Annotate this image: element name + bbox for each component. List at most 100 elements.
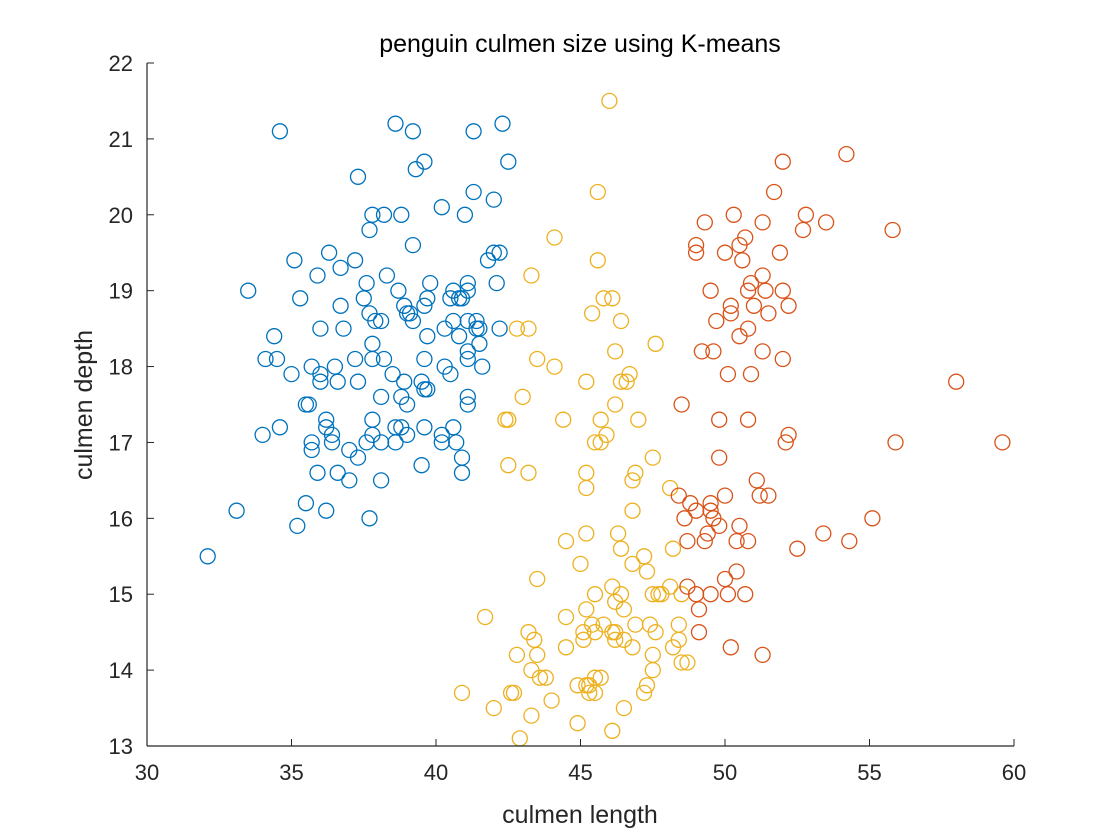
data-point <box>751 487 768 504</box>
data-point <box>994 434 1011 451</box>
data-point <box>375 206 393 223</box>
data-point <box>887 434 904 451</box>
data-point <box>586 586 604 603</box>
data-point <box>422 274 439 292</box>
data-point <box>335 320 352 337</box>
data-point <box>266 328 283 345</box>
data-point <box>618 373 635 390</box>
data-point <box>459 396 476 413</box>
y-tick-label: 22 <box>109 51 133 76</box>
data-point <box>699 525 716 542</box>
data-point <box>268 350 286 368</box>
axes-background <box>147 63 1014 746</box>
data-point <box>670 616 687 633</box>
data-point <box>679 654 696 671</box>
data-point <box>731 517 748 535</box>
data-point <box>609 525 627 542</box>
data-point <box>257 350 274 368</box>
data-point <box>459 274 476 292</box>
data-point <box>372 472 390 489</box>
data-point <box>416 419 433 436</box>
data-point <box>612 540 630 557</box>
data-point <box>557 532 575 550</box>
data-point <box>500 457 517 474</box>
data-point <box>459 350 476 368</box>
data-point <box>760 487 777 504</box>
data-point <box>459 343 476 360</box>
data-point <box>638 677 656 694</box>
data-point <box>780 297 797 314</box>
data-point <box>367 312 384 330</box>
data-point <box>358 274 375 292</box>
data-point <box>494 115 511 132</box>
data-point <box>742 274 760 292</box>
data-point <box>661 578 679 595</box>
data-point <box>332 297 349 314</box>
data-point <box>318 502 335 519</box>
data-point <box>838 145 855 163</box>
data-point <box>228 502 245 519</box>
data-point <box>711 411 728 428</box>
data-point <box>624 639 641 656</box>
data-point <box>303 441 320 459</box>
data-point <box>433 426 450 444</box>
data-point <box>777 434 794 451</box>
data-point <box>774 350 791 368</box>
data-point <box>739 282 757 299</box>
data-point <box>719 365 737 383</box>
data-point <box>624 555 641 573</box>
data-points <box>199 92 1011 747</box>
data-point <box>817 214 835 231</box>
data-point <box>419 290 436 307</box>
data-point <box>372 312 390 330</box>
data-point <box>514 388 531 406</box>
data-point <box>739 532 757 550</box>
data-point <box>578 479 595 497</box>
data-point <box>450 328 468 345</box>
data-point <box>722 297 739 314</box>
data-point <box>390 282 407 299</box>
data-point <box>607 343 624 360</box>
y-tick-label: 13 <box>109 734 133 759</box>
data-point <box>500 411 517 428</box>
data-point <box>722 639 739 656</box>
data-point <box>500 153 517 170</box>
data-point <box>297 495 315 512</box>
data-point <box>529 350 546 368</box>
data-point <box>644 661 661 679</box>
data-point <box>398 396 416 413</box>
data-point <box>864 510 881 527</box>
data-point <box>635 548 653 565</box>
data-point <box>612 312 630 330</box>
data-point <box>364 350 381 368</box>
data-point <box>416 297 433 314</box>
chart-title: penguin culmen size using K-means <box>379 30 781 58</box>
data-point <box>378 267 396 284</box>
data-point <box>630 411 647 428</box>
data-point <box>595 290 612 307</box>
data-point <box>601 92 618 110</box>
x-tick-label: 45 <box>568 760 592 785</box>
data-point <box>696 532 713 550</box>
data-point <box>621 365 638 383</box>
data-point <box>387 115 404 132</box>
data-point <box>453 449 471 466</box>
data-point <box>719 586 737 603</box>
y-tick-label: 17 <box>109 430 133 455</box>
data-point <box>702 282 719 299</box>
data-point <box>557 608 575 626</box>
data-point <box>404 123 422 140</box>
data-point <box>448 434 465 451</box>
data-point <box>372 388 390 406</box>
data-point <box>346 252 364 269</box>
data-point <box>737 586 754 603</box>
data-point <box>578 525 595 542</box>
data-point <box>664 540 682 557</box>
data-point <box>604 290 621 307</box>
data-point <box>465 183 482 201</box>
data-point <box>702 502 719 519</box>
data-point <box>728 532 745 550</box>
data-point <box>474 358 491 375</box>
data-point <box>485 699 502 717</box>
